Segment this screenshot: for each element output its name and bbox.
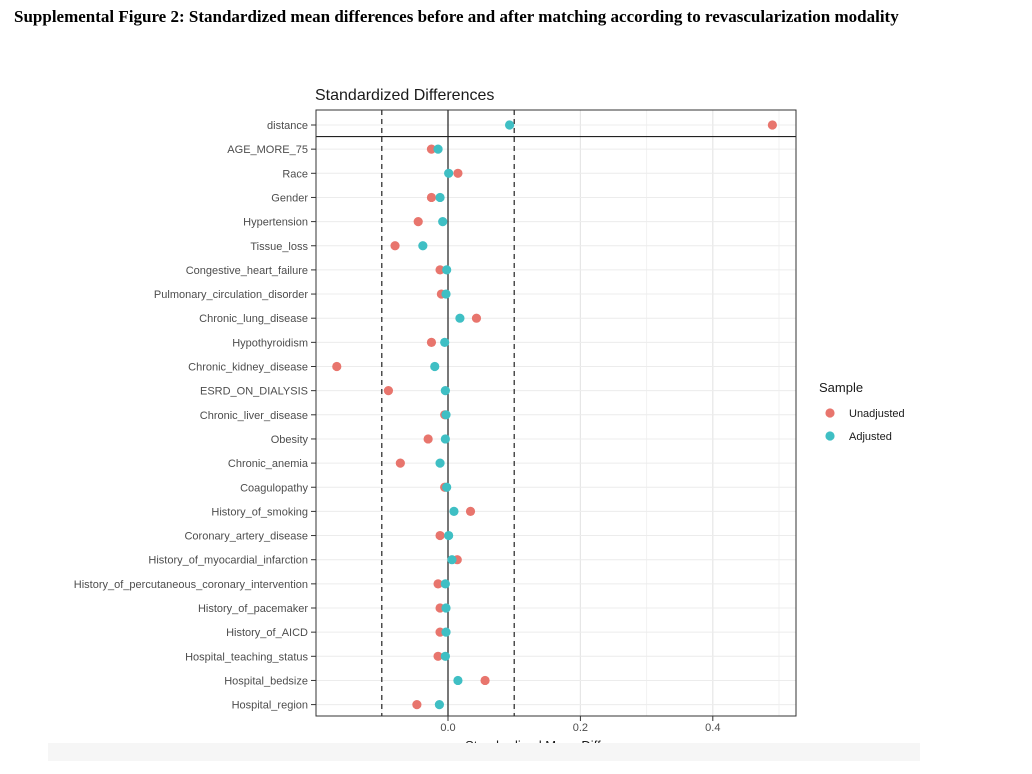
point-adjusted-pulmonary-circulation-disorder [441, 289, 451, 299]
point-adjusted-history-of-pacemaker [441, 603, 451, 613]
y-tick-label-coronary-artery-disease: Coronary_artery_disease [184, 531, 308, 543]
y-tick-label-chronic-liver-disease: Chronic_liver_disease [200, 410, 308, 422]
y-tick-label-history-of-myocardial-infarction: History_of_myocardial_infarction [148, 555, 308, 567]
point-adjusted-hospital-teaching-status [440, 651, 450, 661]
point-adjusted-chronic-anemia [435, 458, 445, 468]
y-tick-label-hospital-region: Hospital_region [232, 700, 308, 712]
data-points [332, 120, 777, 710]
legend-key-unadjusted [825, 408, 835, 418]
point-unadjusted-hypertension [413, 217, 423, 227]
point-unadjusted-hospital-teaching-status [433, 651, 443, 661]
y-tick-label-hospital-bedsize: Hospital_bedsize [224, 675, 308, 687]
legend: Sample Unadjusted Adjusted [819, 380, 905, 443]
point-adjusted-obesity [440, 434, 450, 444]
point-adjusted-age-more-75 [433, 144, 443, 154]
point-unadjusted-hospital-region [412, 700, 422, 710]
y-tick-label-pulmonary-circulation-disorder: Pulmonary_circulation_disorder [154, 289, 308, 301]
point-adjusted-hypertension [438, 217, 448, 227]
y-tick-label-gender: Gender [271, 192, 308, 204]
point-adjusted-history-of-smoking [449, 506, 459, 516]
point-unadjusted-obesity [423, 434, 433, 444]
y-tick-label-hypertension: Hypertension [243, 217, 308, 229]
x-tick-label: 0.4 [705, 722, 720, 734]
figure-caption: Supplemental Figure 2: Standardized mean… [14, 7, 899, 26]
point-adjusted-chronic-lung-disease [455, 313, 465, 323]
point-unadjusted-chronic-anemia [395, 458, 405, 468]
point-adjusted-chronic-kidney-disease [430, 361, 440, 372]
point-unadjusted-age-more-75 [426, 144, 437, 154]
y-tick-label-distance: distance [267, 120, 308, 132]
point-adjusted-esrd-on-dialysis [440, 386, 450, 396]
y-tick-label-obesity: Obesity [271, 434, 309, 446]
y-tick-label-race: Race [282, 168, 308, 180]
point-unadjusted-tissue-loss [390, 241, 400, 251]
y-tick-label-chronic-kidney-disease: Chronic_kidney_disease [188, 362, 308, 374]
y-tick-label-hypothyroidism: Hypothyroidism [232, 337, 308, 349]
point-unadjusted-congestive-heart-failure [435, 265, 445, 275]
legend-title: Sample [819, 380, 863, 395]
point-adjusted-distance [504, 120, 515, 130]
y-tick-label-chronic-anemia: Chronic_anemia [228, 458, 309, 470]
y-tick-label-tissue-loss: Tissue_loss [250, 241, 308, 253]
y-tick-label-age-more-75: AGE_MORE_75 [227, 144, 308, 156]
y-tick-labels: distance AGE_MORE_75 Race Gender Hypertensio… [74, 120, 316, 712]
point-unadjusted-chronic-lung-disease [471, 313, 482, 323]
point-unadjusted-esrd-on-dialysis [383, 386, 394, 396]
point-adjusted-congestive-heart-failure [442, 265, 452, 275]
point-adjusted-history-of-myocardial-infarction [447, 555, 457, 565]
reference-lines [316, 110, 796, 716]
panel-border [315, 109, 797, 717]
y-tick-label-congestive-heart-failure: Congestive_heart_failure [186, 265, 308, 277]
point-unadjusted-history-of-percutaneous-coronary-intervention [433, 579, 443, 589]
x-tick-label: 0.0 [440, 722, 455, 734]
point-unadjusted-chronic-kidney-disease [332, 361, 342, 372]
point-adjusted-coronary-artery-disease [444, 530, 454, 541]
point-unadjusted-history-of-smoking [465, 506, 476, 516]
y-tick-label-esrd-on-dialysis: ESRD_ON_DIALYSIS [200, 386, 308, 398]
x-tick-labels: 0.0 0.2 0.4 [440, 716, 720, 734]
grid [316, 110, 796, 716]
point-adjusted-coagulopathy [442, 482, 452, 492]
legend-key-adjusted [825, 431, 835, 441]
point-unadjusted-gender [426, 192, 437, 203]
point-adjusted-hospital-region [434, 700, 444, 710]
y-tick-label-hospital-teaching-status: Hospital_teaching_status [185, 651, 308, 663]
point-adjusted-history-of-percutaneous-coronary-intervention [440, 579, 450, 589]
point-adjusted-tissue-loss [418, 241, 428, 251]
point-adjusted-hypothyroidism [440, 337, 450, 347]
y-tick-label-history-of-percutaneous-coronary-intervention: History_of_percutaneous_coronary_interve… [74, 579, 308, 591]
point-unadjusted-distance [767, 120, 777, 130]
point-adjusted-hospital-bedsize [453, 675, 463, 686]
point-adjusted-history-of-aicd [441, 627, 451, 637]
legend-label-unadjusted: Unadjusted [849, 408, 905, 420]
y-tick-label-chronic-lung-disease: Chronic_lung_disease [199, 313, 308, 325]
point-unadjusted-hospital-bedsize [480, 675, 490, 686]
point-unadjusted-hypothyroidism [426, 337, 437, 347]
y-tick-label-history-of-aicd: History_of_AICD [226, 627, 308, 639]
y-tick-label-history-of-pacemaker: History_of_pacemaker [198, 603, 308, 615]
legend-label-adjusted: Adjusted [849, 431, 892, 443]
chart-title: Standardized Differences [315, 87, 494, 104]
page-bottom-strip [48, 743, 920, 761]
point-adjusted-chronic-liver-disease [441, 410, 451, 420]
y-tick-label-coagulopathy: Coagulopathy [240, 482, 308, 494]
point-adjusted-race [444, 168, 454, 178]
y-tick-label-history-of-smoking: History_of_smoking [211, 506, 308, 518]
point-adjusted-gender [435, 192, 445, 203]
point-unadjusted-coronary-artery-disease [435, 530, 445, 541]
point-unadjusted-race [453, 168, 463, 178]
x-tick-label: 0.2 [573, 722, 588, 734]
